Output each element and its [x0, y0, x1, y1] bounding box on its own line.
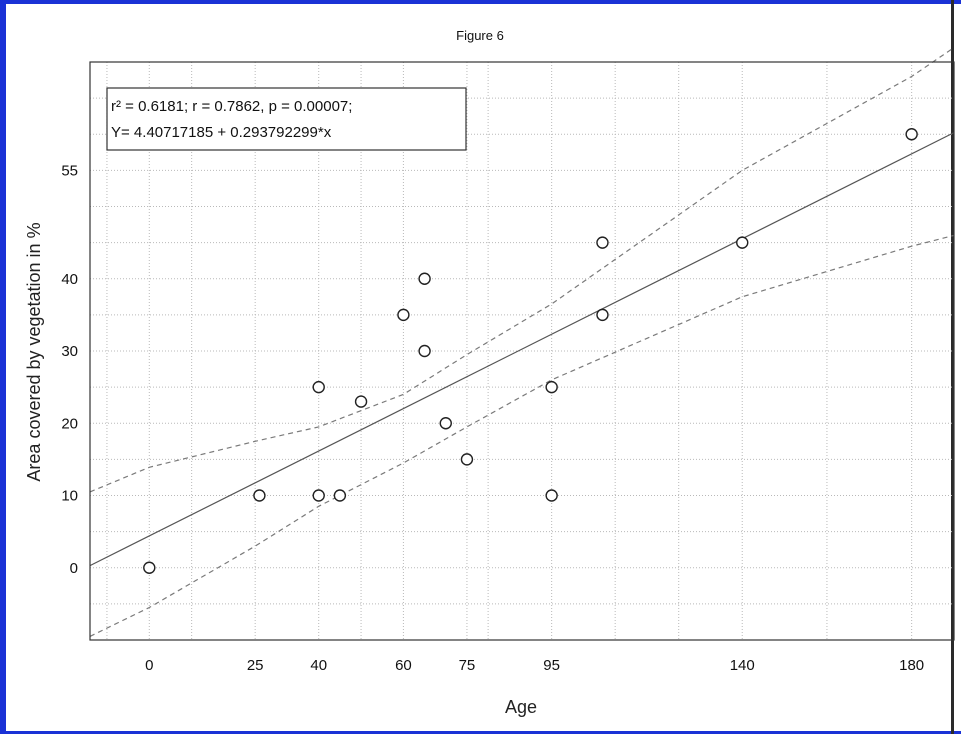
y-tick-label: 40: [61, 271, 78, 288]
x-tick-label: 180: [899, 657, 924, 674]
x-axis-label: Age: [505, 697, 537, 717]
data-point: [354, 395, 368, 408]
data-point: [545, 489, 558, 502]
stats-line-correlation: r² = 0.6181; r = 0.7862, p = 0.00007;: [111, 98, 352, 115]
grid-lines: [90, 62, 954, 641]
y-tick-label: 55: [61, 162, 78, 179]
confidence-band-lower: [89, 234, 955, 637]
data-points: [143, 128, 918, 574]
x-tick-label: 25: [247, 657, 264, 674]
figure-frame-right-edge: [951, 0, 954, 734]
data-point: [905, 128, 918, 141]
confidence-band-upper: [89, 47, 955, 493]
data-point: [143, 561, 156, 574]
data-point: [439, 417, 452, 430]
stats-box: r² = 0.6181; r = 0.7862, p = 0.00007; Y=…: [106, 87, 467, 151]
plot-border: [89, 61, 955, 641]
regression-line-group: [89, 132, 955, 567]
y-axis-label: Area covered by vegetation in %: [24, 222, 44, 481]
stats-line-equation: Y= 4.40717185 + 0.293792299*x: [111, 124, 332, 141]
data-point: [460, 453, 474, 466]
data-point: [312, 380, 325, 394]
y-tick-label: 0: [70, 560, 78, 577]
x-tick-labels: 0 25 40 60 75 95 140 180: [145, 657, 924, 674]
stats-box-border: [106, 87, 467, 151]
y-tick-label: 30: [61, 343, 78, 360]
x-tick-label: 140: [730, 657, 755, 674]
data-point: [253, 489, 266, 502]
confidence-bands: [89, 47, 955, 637]
data-point: [736, 236, 749, 249]
x-tick-label: 95: [543, 657, 560, 674]
y-tick-labels: 0 10 20 30 40 55: [61, 162, 78, 576]
x-tick-label: 40: [310, 657, 327, 674]
x-tick-label: 75: [459, 657, 476, 674]
data-point: [545, 380, 558, 394]
data-point: [418, 344, 431, 358]
data-point: [397, 308, 410, 322]
y-tick-label: 20: [61, 415, 78, 432]
data-point: [596, 236, 609, 249]
data-point: [596, 308, 609, 322]
chart-title: Figure 6: [456, 28, 504, 43]
data-point: [312, 489, 325, 502]
x-tick-label: 0: [145, 657, 153, 674]
data-point: [418, 272, 431, 285]
data-point: [333, 489, 347, 502]
regression-line: [89, 132, 955, 567]
x-tick-label: 60: [395, 657, 412, 674]
y-tick-label: 10: [61, 488, 78, 505]
